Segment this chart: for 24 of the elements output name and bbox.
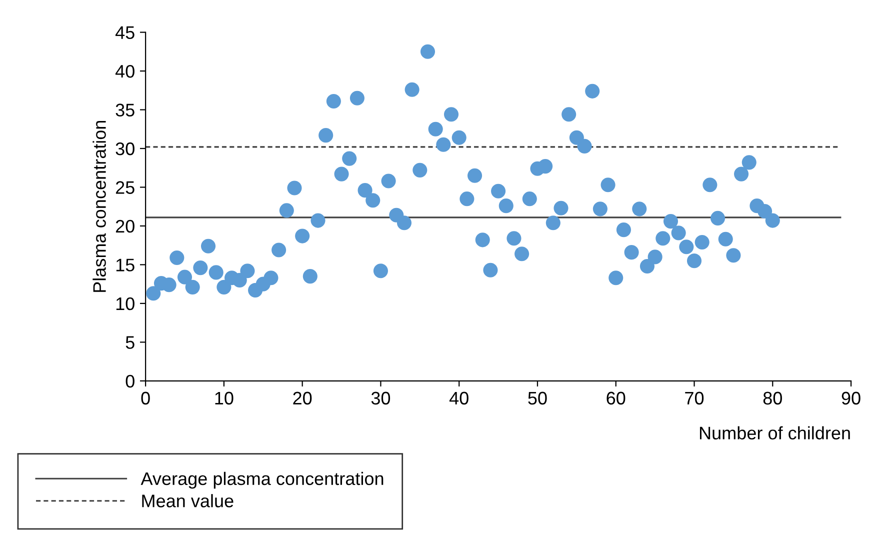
legend-label: Mean value	[142, 494, 234, 508]
y-tick-label: 5	[126, 336, 134, 349]
x-tick-label: 20	[293, 392, 312, 405]
y-axis-title: Plasma concentration	[92, 120, 106, 292]
x-tick-label: 60	[606, 392, 626, 405]
y-tick-label: 25	[116, 181, 134, 194]
y-tick-label: 0	[126, 374, 134, 388]
y-tick-label: 40	[115, 64, 134, 78]
x-tick-label: 70	[685, 392, 704, 405]
y-tick-label: 35	[116, 104, 134, 116]
x-tick-label: 90	[842, 392, 860, 405]
y-tick-label: 15	[116, 258, 134, 272]
x-tick-label: 80	[763, 392, 782, 405]
x-axis-title: Number of children	[700, 426, 850, 440]
y-tick-label: 45	[115, 26, 134, 39]
x-tick-label: 30	[371, 392, 390, 405]
y-tick-label: 20	[116, 220, 134, 233]
x-tick-label: 0	[141, 392, 150, 405]
legend-label: Average plasma concentration	[140, 472, 384, 489]
x-tick-label: 50	[528, 392, 547, 405]
x-tick-label: 10	[215, 392, 234, 405]
x-tick-label: 40	[449, 392, 468, 405]
y-tick-label: 30	[116, 142, 134, 156]
y-tick-label: 10	[116, 297, 134, 310]
